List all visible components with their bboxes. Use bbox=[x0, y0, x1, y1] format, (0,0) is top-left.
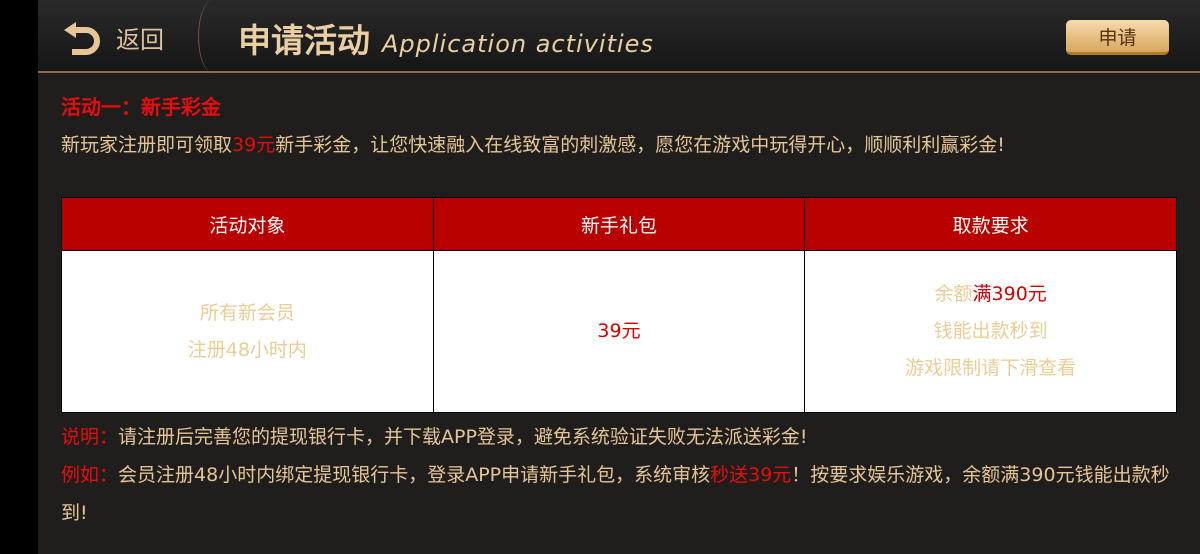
target-line: 所有新会员 bbox=[199, 301, 295, 324]
back-button[interactable]: 返回 bbox=[60, 18, 164, 56]
activity-table: 活动对象 新手礼包 取款要求 所有新会员注册48小时内 39元 余额满390元 … bbox=[61, 197, 1177, 413]
req-text: 余额 bbox=[934, 283, 973, 305]
table-header-row: 活动对象 新手礼包 取款要求 bbox=[61, 197, 1177, 251]
table-row: 所有新会员注册48小时内 39元 余额满390元 钱能出款秒到 游戏限制请下滑查… bbox=[61, 250, 1177, 413]
title-en: Application activities bbox=[382, 30, 654, 58]
note-text: ！按要求娱乐游戏，余额满390元钱能出款秒到! bbox=[61, 464, 1170, 524]
activity-heading: 活动一：新手彩金 bbox=[61, 95, 221, 119]
back-label: 返回 bbox=[116, 25, 164, 54]
desc-highlight: 39元 bbox=[232, 134, 276, 156]
cell-target: 所有新会员注册48小时内 bbox=[61, 250, 434, 413]
activity-section: 活动一：新手彩金 新玩家注册即可领取39元新手彩金，让您快速融入在线致富的刺激感… bbox=[61, 88, 1181, 164]
column-header: 取款要求 bbox=[804, 197, 1177, 251]
target-line: 注册48小时内 bbox=[187, 338, 307, 361]
cell-gift: 39元 bbox=[432, 250, 806, 413]
activity-description: 新玩家注册即可领取39元新手彩金，让您快速融入在线致富的刺激感，愿您在游戏中玩得… bbox=[61, 126, 1181, 164]
column-header: 新手礼包 bbox=[432, 197, 806, 251]
note-label: 例如： bbox=[61, 464, 119, 486]
note-text: 请注册后完善您的提现银行卡，并下载APP登录，避免系统验证失败无法派送彩金! bbox=[118, 426, 808, 448]
notes-section: 说明：请注册后完善您的提现银行卡，并下载APP登录，避免系统验证失败无法派送彩金… bbox=[61, 418, 1186, 532]
app: 返回 申请活动 Application activities 申请 活动一：新手… bbox=[38, 0, 1200, 554]
requirement-line: 游戏限制请下滑查看 bbox=[905, 357, 1077, 379]
title-cn: 申请活动 bbox=[238, 21, 370, 60]
cell-requirement: 余额满390元 钱能出款秒到 游戏限制请下滑查看 bbox=[804, 250, 1177, 413]
note-highlight: 秒送39元 bbox=[710, 464, 792, 486]
req-highlight: 满390元 bbox=[972, 283, 1047, 305]
note-text: 会员注册48小时内绑定提现银行卡，登录APP申请新手礼包，系统审核 bbox=[118, 464, 711, 486]
header-divider bbox=[198, 0, 228, 73]
desc-text: 新手彩金，让您快速融入在线致富的刺激感，愿您在游戏中玩得开心，顺顺利利赢彩金! bbox=[275, 134, 1005, 156]
header: 返回 申请活动 Application activities 申请 bbox=[38, 0, 1200, 73]
note-explanation: 说明：请注册后完善您的提现银行卡，并下载APP登录，避免系统验证失败无法派送彩金… bbox=[61, 418, 1186, 456]
desc-text: 新玩家注册即可领取 bbox=[61, 134, 233, 156]
column-header: 活动对象 bbox=[61, 197, 434, 251]
note-label: 说明： bbox=[61, 426, 119, 448]
page-title: 申请活动 Application activities bbox=[238, 14, 654, 62]
apply-button[interactable]: 申请 bbox=[1066, 20, 1169, 55]
requirement-line: 钱能出款秒到 bbox=[933, 320, 1048, 342]
back-arrow-icon bbox=[64, 22, 100, 55]
requirement-line: 余额满390元 bbox=[805, 276, 1176, 313]
note-example: 例如：会员注册48小时内绑定提现银行卡，登录APP申请新手礼包，系统审核秒送39… bbox=[61, 456, 1186, 532]
